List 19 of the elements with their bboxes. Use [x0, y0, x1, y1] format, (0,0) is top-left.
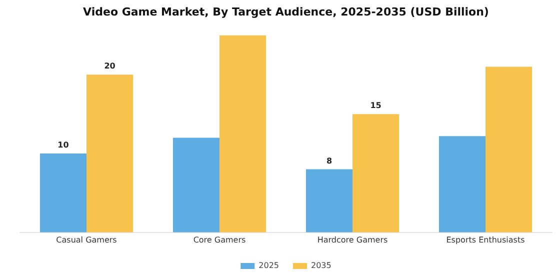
bar [438, 136, 486, 232]
bar [40, 154, 86, 232]
legend-label: 2035 [311, 261, 332, 270]
bar [352, 114, 400, 232]
bar [172, 138, 220, 232]
data-label: 15 [370, 101, 382, 110]
legend-label: 2025 [258, 261, 279, 270]
x-tick-label: Core Gamers [193, 235, 246, 244]
bar [86, 74, 134, 232]
x-tick-label: Esports Enthusiasts [446, 235, 525, 244]
bar [220, 35, 266, 232]
data-label: 8 [326, 156, 332, 166]
x-tick-label: Casual Gamers [56, 235, 117, 244]
bar [306, 169, 352, 232]
chart-title: Video Game Market, By Target Audience, 2025-2035 (USD Billion) [83, 5, 489, 18]
x-tick-label: Hardcore Gamers [317, 235, 388, 244]
data-label: 10 [58, 140, 70, 150]
data-label: 20 [104, 62, 116, 71]
bar [486, 66, 532, 232]
